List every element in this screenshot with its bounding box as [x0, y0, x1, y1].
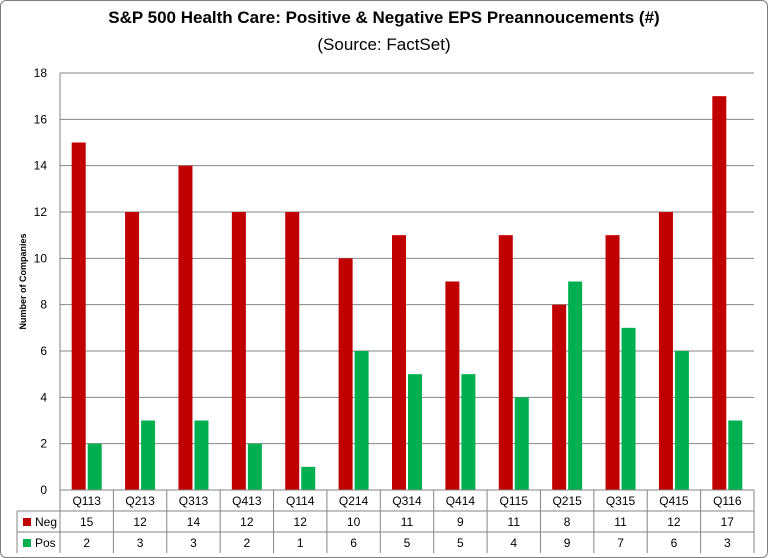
data-label-pos: 6 — [671, 536, 678, 550]
x-tick-label: Q214 — [339, 494, 369, 508]
data-label-neg: 11 — [508, 515, 521, 529]
legend-key-pos — [23, 539, 31, 547]
data-label-pos: 2 — [244, 536, 251, 550]
data-label-pos: 3 — [190, 536, 197, 550]
data-label-pos: 6 — [350, 536, 357, 550]
data-label-pos: 9 — [564, 536, 571, 550]
bar-pos-Q213 — [141, 420, 156, 490]
chart-title: S&P 500 Health Care: Positive & Negative… — [108, 8, 660, 27]
data-label-neg: 12 — [240, 515, 254, 529]
x-tick-label: Q313 — [179, 494, 209, 508]
bar-pos-Q114 — [301, 466, 316, 490]
legend-label-neg: Neg — [35, 515, 57, 529]
y-tick-label: 8 — [40, 298, 47, 312]
bar-neg-Q413 — [231, 212, 246, 490]
chart-subtitle: (Source: FactSet) — [317, 35, 451, 54]
bar-neg-Q116 — [712, 96, 727, 491]
bar-pos-Q414 — [461, 374, 476, 490]
data-label-neg: 10 — [347, 515, 361, 529]
x-tick-label: Q413 — [232, 494, 262, 508]
bar-pos-Q115 — [514, 397, 529, 490]
data-label-pos: 7 — [617, 536, 624, 550]
x-tick-label: Q113 — [72, 494, 101, 508]
bar-pos-Q315 — [621, 327, 636, 490]
bar-neg-Q114 — [285, 212, 300, 490]
data-label-pos: 2 — [83, 536, 90, 550]
x-tick-label: Q415 — [659, 494, 689, 508]
bar-neg-Q113 — [71, 142, 86, 490]
bar-neg-Q415 — [658, 212, 673, 490]
data-label-pos: 3 — [137, 536, 144, 550]
data-label-neg: 12 — [667, 515, 681, 529]
data-label-neg: 9 — [457, 515, 464, 529]
y-tick-label: 14 — [34, 159, 48, 173]
y-axis-label: Number of Companies — [18, 233, 28, 329]
bar-neg-Q214 — [338, 258, 353, 490]
data-label-neg: 11 — [401, 515, 414, 529]
bar-neg-Q314 — [392, 235, 406, 490]
x-tick-label: Q215 — [552, 494, 582, 508]
y-tick-label: 0 — [40, 483, 47, 497]
data-label-pos: 4 — [510, 536, 517, 550]
data-label-pos: 3 — [724, 536, 731, 550]
x-tick-label: Q114 — [286, 494, 315, 508]
y-tick-label: 2 — [40, 437, 47, 451]
x-tick-label: Q414 — [446, 494, 476, 508]
data-label-neg: 17 — [721, 515, 735, 529]
bar-neg-Q315 — [605, 235, 620, 490]
bar-neg-Q115 — [498, 235, 513, 490]
bar-neg-Q414 — [445, 281, 460, 490]
x-tick-label: Q116 — [713, 494, 742, 508]
x-tick-label: Q115 — [500, 494, 529, 508]
bar-pos-Q413 — [247, 443, 262, 490]
data-label-neg: 8 — [564, 515, 571, 529]
data-label-neg: 15 — [80, 515, 94, 529]
bar-pos-Q415 — [674, 351, 689, 490]
x-tick-label: Q314 — [392, 494, 422, 508]
legend-key-neg — [23, 518, 31, 526]
bar-neg-Q313 — [178, 165, 193, 490]
data-label-neg: 12 — [133, 515, 147, 529]
bar-neg-Q215 — [552, 304, 567, 490]
bar-pos-Q314 — [408, 374, 422, 490]
data-label-pos: 5 — [404, 536, 411, 550]
x-tick-label: Q315 — [606, 494, 636, 508]
bar-pos-Q313 — [194, 420, 209, 490]
data-label-neg: 11 — [614, 515, 627, 529]
bar-pos-Q214 — [354, 351, 369, 490]
y-tick-label: 12 — [34, 205, 48, 219]
bar-pos-Q215 — [568, 281, 583, 490]
data-label-pos: 1 — [297, 536, 304, 550]
bar-pos-Q116 — [728, 420, 743, 490]
y-tick-label: 6 — [40, 344, 47, 358]
legend-label-pos: Pos — [35, 536, 56, 550]
x-tick-label: Q213 — [125, 494, 155, 508]
y-tick-label: 10 — [34, 251, 48, 265]
bar-neg-Q213 — [125, 212, 140, 490]
data-label-pos: 5 — [457, 536, 464, 550]
y-tick-label: 16 — [34, 112, 48, 126]
data-label-neg: 14 — [187, 515, 201, 529]
y-tick-label: 18 — [34, 66, 48, 80]
data-label-neg: 12 — [294, 515, 308, 529]
bar-pos-Q113 — [87, 443, 102, 490]
y-tick-label: 4 — [40, 390, 47, 404]
